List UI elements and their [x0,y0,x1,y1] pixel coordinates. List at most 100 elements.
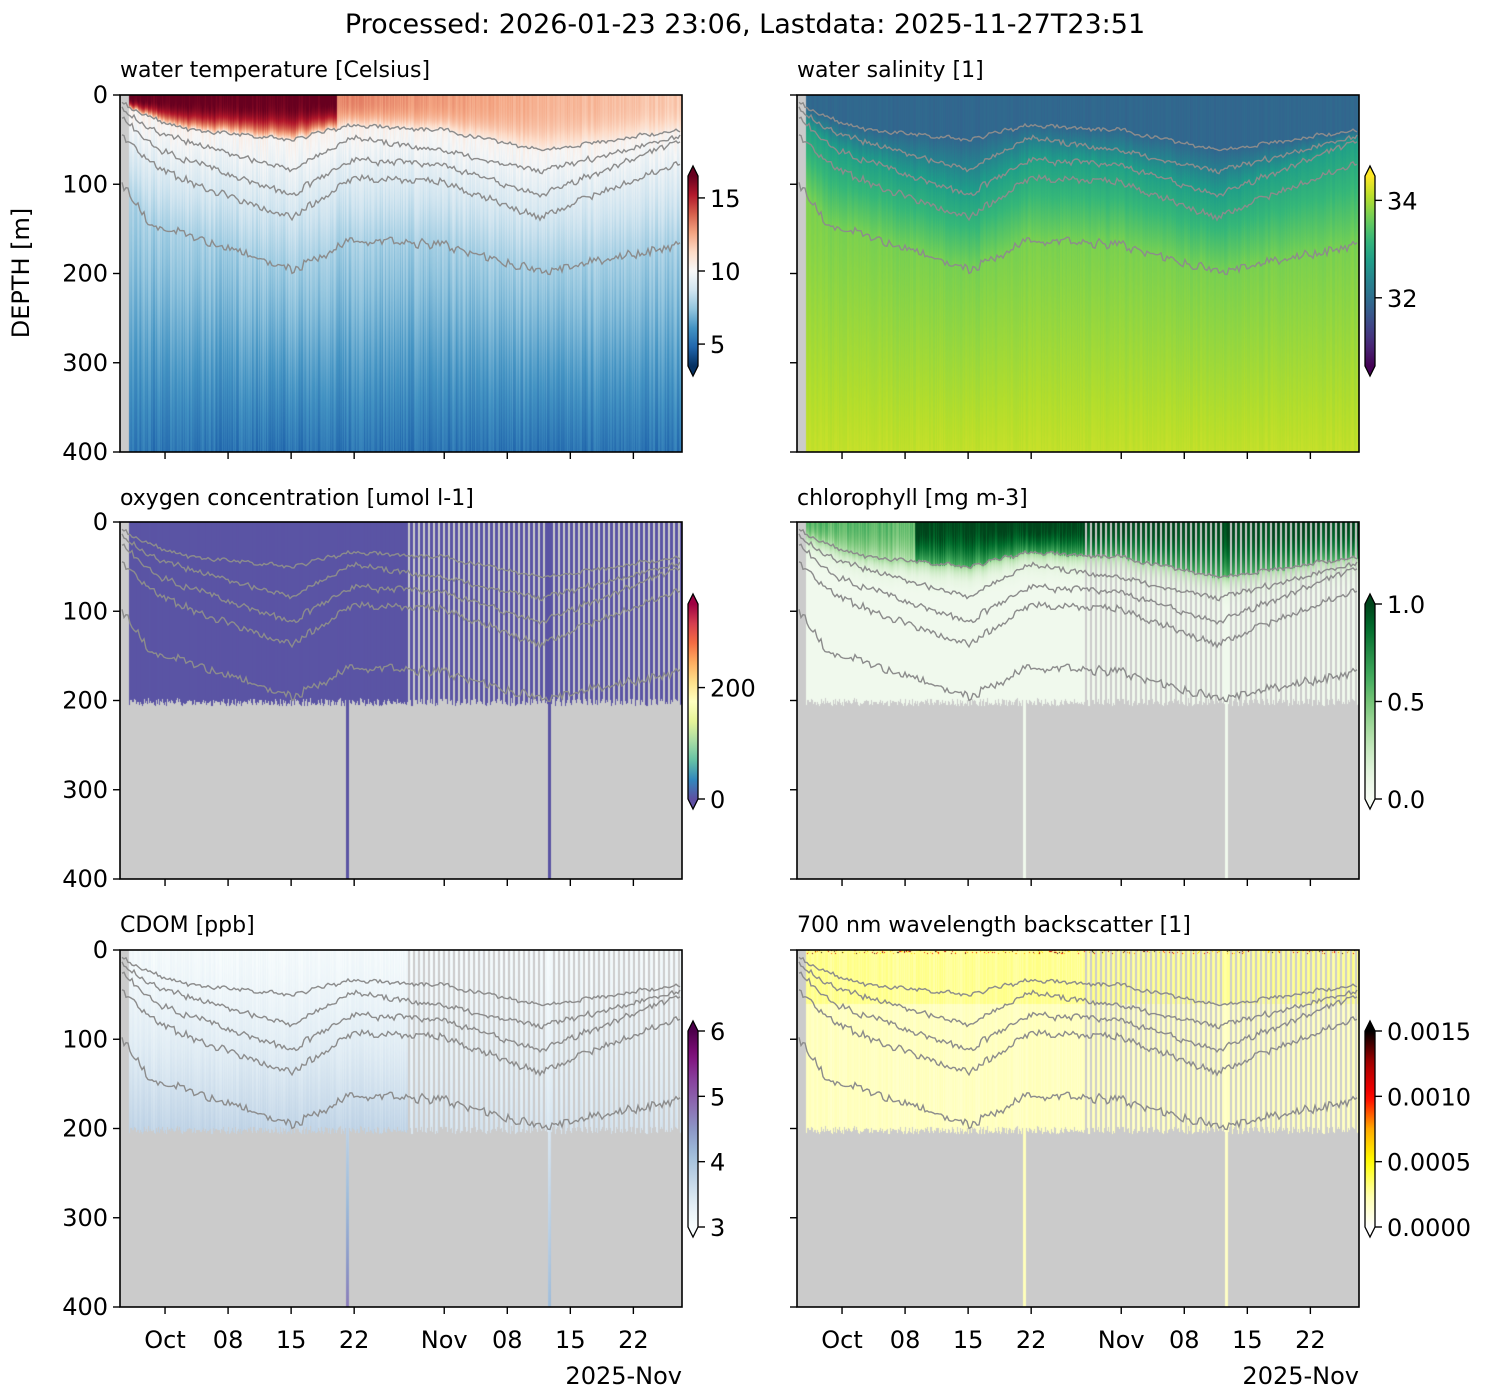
y-tick-label: 400 [62,438,108,466]
y-tick-label: 400 [62,865,108,893]
x-tick-label: 08 [492,1326,523,1354]
x-tick-label: 15 [276,1326,307,1354]
contour-line-3-oxygen [121,543,681,626]
contour-line-5-salinity [798,182,1358,276]
x-tick-label: 22 [618,1326,649,1354]
colorbar-tick-label: 15 [710,185,741,213]
y-tick-label: 100 [62,1025,108,1053]
colorbar-extend-min [1365,1227,1375,1237]
contour-line-3-backscatter [798,971,1358,1054]
y-axis-label: DEPTH [m] [7,208,35,339]
colorbar-gradient [1365,1031,1375,1227]
colorbar-tick-label: 5 [710,331,725,359]
colorbar-extend-max [1365,1021,1375,1031]
heatmap-salinity [797,95,1359,452]
y-tick-label: 200 [62,260,108,288]
colorbar-tick-label: 0.5 [1387,689,1425,717]
y-tick-label: 100 [62,170,108,198]
y-tick-label: 200 [62,687,108,715]
colorbar-tick-label: 0.0000 [1387,1214,1471,1242]
contour-line-3-temperature [121,116,681,199]
colorbar-extend-min [1365,366,1375,376]
x-tick-label: 22 [1295,1326,1326,1354]
colorbar-extend-min [688,366,698,376]
contour-line-1-oxygen [121,528,681,579]
x-offset-label-right: 2025-Nov [1242,1362,1359,1390]
colorbar-gradient [1365,176,1375,366]
x-tick-label: 15 [555,1326,586,1354]
contour-line-1-backscatter [798,956,1358,1007]
x-tick-label: 08 [890,1326,921,1354]
colorbar-extend-max [688,594,698,604]
contour-line-1-cdom [121,956,681,1007]
contour-line-2-oxygen [121,533,681,602]
colorbar-extend-min [688,799,698,809]
panel-title-chlorophyll: chlorophyll [mg m-3] [797,486,1028,511]
colorbar-tick-label: 3 [710,1214,725,1242]
contour-line-2-temperature [121,106,681,175]
heatmap-cdom [120,950,682,1307]
y-tick-label: 400 [62,1293,108,1321]
contour-line-4-temperature [121,134,681,222]
x-tick-label: Nov [1098,1326,1145,1354]
contour-line-4-cdom [121,989,681,1077]
contour-line-3-cdom [121,971,681,1054]
colorbar-tick-label: 32 [1387,285,1418,313]
contour-line-2-backscatter [798,961,1358,1030]
y-tick-label: 300 [62,349,108,377]
contour-line-1-temperature [121,101,681,152]
contour-line-2-cdom [121,961,681,1030]
contour-line-5-chlorophyll [798,609,1358,703]
x-tick-label: 08 [213,1326,244,1354]
x-tick-label: 22 [339,1326,370,1354]
colorbar-extend-min [1365,799,1375,809]
contour-line-5-cdom [121,1037,681,1131]
panel-title-salinity: water salinity [1] [797,58,984,83]
colorbar-temperature: 5 10 15 [687,164,741,378]
colorbar-backscatter: 0.0000 0.0005 0.0010 0.0015 [1364,1018,1471,1242]
colorbar-cdom: 3 4 5 6 [687,1018,725,1242]
contour-line-2-salinity [798,106,1358,175]
colorbar-extend-max [688,1021,698,1031]
colorbar-chlorophyll: 0.0 0.5 1.0 [1364,591,1425,814]
contour-line-4-backscatter [798,989,1358,1077]
y-tick-label: 100 [62,597,108,625]
panel-title-oxygen: oxygen concentration [umol l-1] [120,486,474,511]
x-tick-label: Oct [821,1326,863,1354]
heatmap-temperature [120,95,682,452]
y-tick-label: 300 [62,776,108,804]
colorbar-tick-label: 200 [710,675,756,703]
colorbar-tick-label: 0.0015 [1387,1018,1471,1046]
colorbar-tick-label: 0.0005 [1387,1149,1471,1177]
colorbar-salinity: 32 34 [1364,164,1418,378]
x-tick-label: 15 [1232,1326,1263,1354]
contour-line-4-salinity [798,134,1358,222]
colorbar-extend-max [1365,166,1375,176]
x-tick-label: 08 [1169,1326,1200,1354]
x-tick-label: Oct [144,1326,186,1354]
y-tick-label: 0 [93,81,108,109]
x-tick-label: 15 [953,1326,984,1354]
colorbar-extend-max [1365,594,1375,604]
panel-title-temperature: water temperature [Celsius] [120,58,430,83]
y-tick-label: 300 [62,1204,108,1232]
contour-line-5-backscatter [798,1037,1358,1131]
colorbar-tick-label: 4 [710,1149,725,1177]
figure-title: Processed: 2026-01-23 23:06, Lastdata: 2… [345,9,1145,40]
contour-line-2-chlorophyll [798,533,1358,602]
colorbar-tick-label: 1.0 [1387,591,1425,619]
heatmap-chlorophyll [797,522,1359,879]
contour-line-1-salinity [798,101,1358,152]
contour-line-3-salinity [798,116,1358,199]
colorbar-extend-min [688,1227,698,1237]
colorbar-tick-label: 34 [1387,187,1418,215]
colorbar-tick-label: 0.0 [1387,786,1425,814]
contour-line-4-oxygen [121,561,681,649]
contour-line-5-temperature [121,182,681,276]
heatmap-oxygen [120,522,682,879]
colorbar-gradient [688,604,698,799]
contour-line-5-oxygen [121,609,681,703]
colorbar-gradient [688,176,698,366]
